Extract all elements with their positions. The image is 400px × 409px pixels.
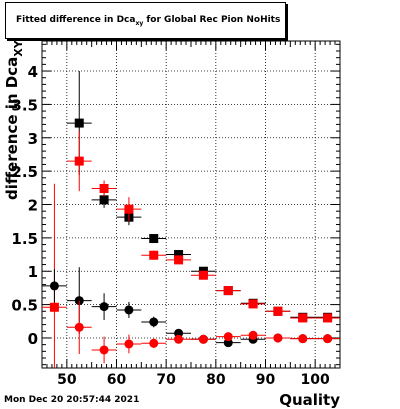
data-point-circle [248, 330, 258, 340]
series-1 [42, 131, 340, 368]
data-point-circle [149, 338, 159, 348]
data-point-square [248, 299, 258, 309]
y-tick-label: 1 [28, 263, 38, 281]
data-point-square [323, 313, 333, 323]
x-tick-label: 60 [107, 372, 127, 388]
y-tick-label: 3.5 [11, 96, 38, 114]
data-layer [42, 71, 340, 368]
data-point-circle [323, 334, 333, 344]
timestamp: Mon Dec 20 20:57:44 2021 [4, 395, 140, 405]
axis-ticks [41, 41, 341, 368]
grid [42, 41, 340, 368]
x-tick-label: 90 [256, 372, 276, 388]
data-point-square [174, 255, 184, 265]
data-point-circle [149, 317, 159, 327]
x-tick-label: 50 [57, 372, 77, 388]
data-point-square [49, 302, 59, 312]
data-point-circle [124, 305, 134, 315]
x-axis-label: Quality [279, 391, 340, 409]
y-tick-label: 1.5 [11, 230, 38, 248]
data-point-square [74, 118, 84, 128]
title-box: Fitted difference in Dcaxy for Global Re… [5, 2, 286, 39]
data-point-square [149, 234, 159, 244]
data-point-square [174, 250, 184, 260]
y-tick-label: 0 [28, 330, 38, 348]
y-tick-label: 2 [28, 197, 38, 215]
data-point-circle [124, 339, 134, 349]
data-point-circle [223, 332, 233, 342]
data-point-circle [99, 345, 109, 355]
y-tick-label: 3 [28, 130, 38, 148]
series-3 [66, 300, 340, 364]
x-tick-label: 100 [301, 372, 330, 388]
data-point-square [74, 156, 84, 166]
data-point-square [198, 270, 208, 280]
plot-frame [41, 40, 341, 369]
data-point-square [149, 250, 159, 260]
series-2 [42, 267, 340, 348]
data-point-square [99, 183, 109, 193]
y-axis-label: difference in DcaXY [3, 39, 25, 200]
data-point-circle [273, 333, 283, 343]
series-0 [66, 71, 340, 322]
data-point-square [99, 195, 109, 205]
y-tick-label: 2.5 [11, 163, 38, 181]
y-tick-label: 4 [28, 63, 38, 81]
x-tick-label: 70 [156, 372, 176, 388]
data-point-circle [298, 334, 308, 344]
y-tick-label: 0.5 [11, 297, 38, 315]
tick-labels: 50 60 70 80 90 100 0 0.5 1 1.5 2 2.5 3 3.5 4 [11, 63, 330, 388]
data-point-square [273, 306, 283, 316]
data-point-circle [74, 322, 84, 332]
data-point-square [298, 313, 308, 323]
data-point-circle [99, 302, 109, 312]
data-point-square [223, 286, 233, 296]
x-tick-label: 80 [206, 372, 226, 388]
data-point-circle [174, 334, 184, 344]
data-point-circle [49, 281, 59, 291]
data-point-square [124, 204, 134, 214]
data-point-circle [198, 334, 208, 344]
chart-title: Fitted difference in Dcaxy for Global Re… [16, 15, 281, 27]
